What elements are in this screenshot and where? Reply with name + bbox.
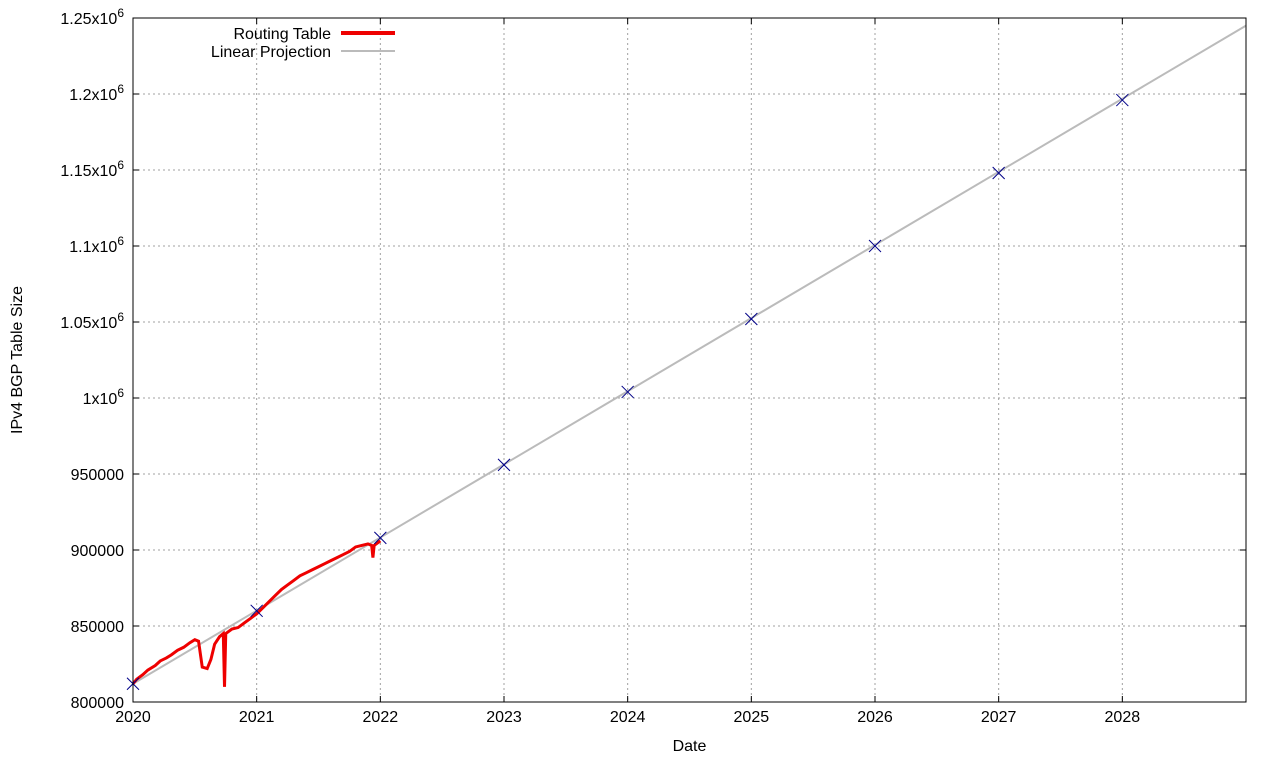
legend-label: Linear Projection xyxy=(211,44,331,61)
y-tick-label: 1.2x106 xyxy=(69,82,124,104)
x-tick-label: 2025 xyxy=(734,709,770,726)
annual-marker xyxy=(497,458,511,472)
y-tick-label-base: 900000 xyxy=(71,543,124,560)
y-tick-label-exponent: 6 xyxy=(117,158,124,172)
annual-markers xyxy=(126,93,1129,691)
y-tick-label-exponent: 6 xyxy=(117,82,124,96)
y-tick-labels: 8000008500009000009500001x1061.05x1061.1… xyxy=(60,6,124,712)
series-linear-projection xyxy=(132,24,1247,685)
y-tick-label: 1.15x106 xyxy=(60,158,124,180)
y-tick-label: 850000 xyxy=(71,619,124,636)
y-tick-label-base: 1.2x10 xyxy=(69,87,117,104)
annual-marker xyxy=(250,604,264,618)
legend-linear-projection: Linear Projection xyxy=(211,44,395,61)
y-tick-label-exponent: 6 xyxy=(117,234,124,248)
series-layer xyxy=(131,24,1247,687)
x-tick-label: 2026 xyxy=(857,709,893,726)
y-tick-label: 1.1x106 xyxy=(69,234,124,256)
y-tick-label-base: 1.1x10 xyxy=(69,239,117,256)
plot-border xyxy=(132,17,1247,703)
y-tick-label: 800000 xyxy=(71,695,124,712)
y-tick-label-exponent: 6 xyxy=(117,386,124,400)
y-tick-label: 1.05x106 xyxy=(60,310,124,332)
annual-marker xyxy=(621,385,635,399)
x-tick-label: 2023 xyxy=(486,709,522,726)
grid-lines xyxy=(132,18,1246,702)
x-tick-label: 2028 xyxy=(1105,709,1141,726)
y-axis-label: IPv4 BGP Table Size xyxy=(9,286,26,434)
x-tick-labels: 2020 2021 2022 2023 2024 2025 2026 2027 2028 xyxy=(115,709,1140,726)
series-routing-table xyxy=(131,539,382,687)
y-tick-label: 900000 xyxy=(71,543,124,560)
x-tick-label: 2022 xyxy=(363,709,399,726)
legend-label: Routing Table xyxy=(233,26,331,43)
x-tick-label: 2024 xyxy=(610,709,646,726)
axis-ticks xyxy=(132,17,1246,703)
y-tick-label-base: 1.05x10 xyxy=(60,315,117,332)
annual-marker xyxy=(1115,93,1129,107)
annual-marker xyxy=(744,312,758,326)
y-tick-label: 950000 xyxy=(71,467,124,484)
y-tick-label-base: 1.15x10 xyxy=(60,163,117,180)
y-tick-label-base: 850000 xyxy=(71,619,124,636)
y-tick-label-base: 950000 xyxy=(71,467,124,484)
x-axis-label: Date xyxy=(673,738,707,755)
y-tick-label-base: 1.25x10 xyxy=(60,11,117,28)
y-tick-label-base: 800000 xyxy=(71,695,124,712)
annual-marker xyxy=(373,531,387,545)
x-tick-label: 2020 xyxy=(115,709,151,726)
y-tick-label-exponent: 6 xyxy=(117,6,124,20)
legend-routing-table: Routing Table xyxy=(233,26,395,43)
annual-marker xyxy=(868,239,882,253)
x-tick-label: 2027 xyxy=(981,709,1017,726)
y-tick-label-base: 1x10 xyxy=(83,391,118,408)
y-tick-label: 1.25x106 xyxy=(60,6,124,28)
x-tick-label: 2021 xyxy=(239,709,275,726)
annual-marker xyxy=(992,166,1006,180)
y-tick-label: 1x106 xyxy=(83,386,125,408)
y-tick-label-exponent: 6 xyxy=(117,310,124,324)
